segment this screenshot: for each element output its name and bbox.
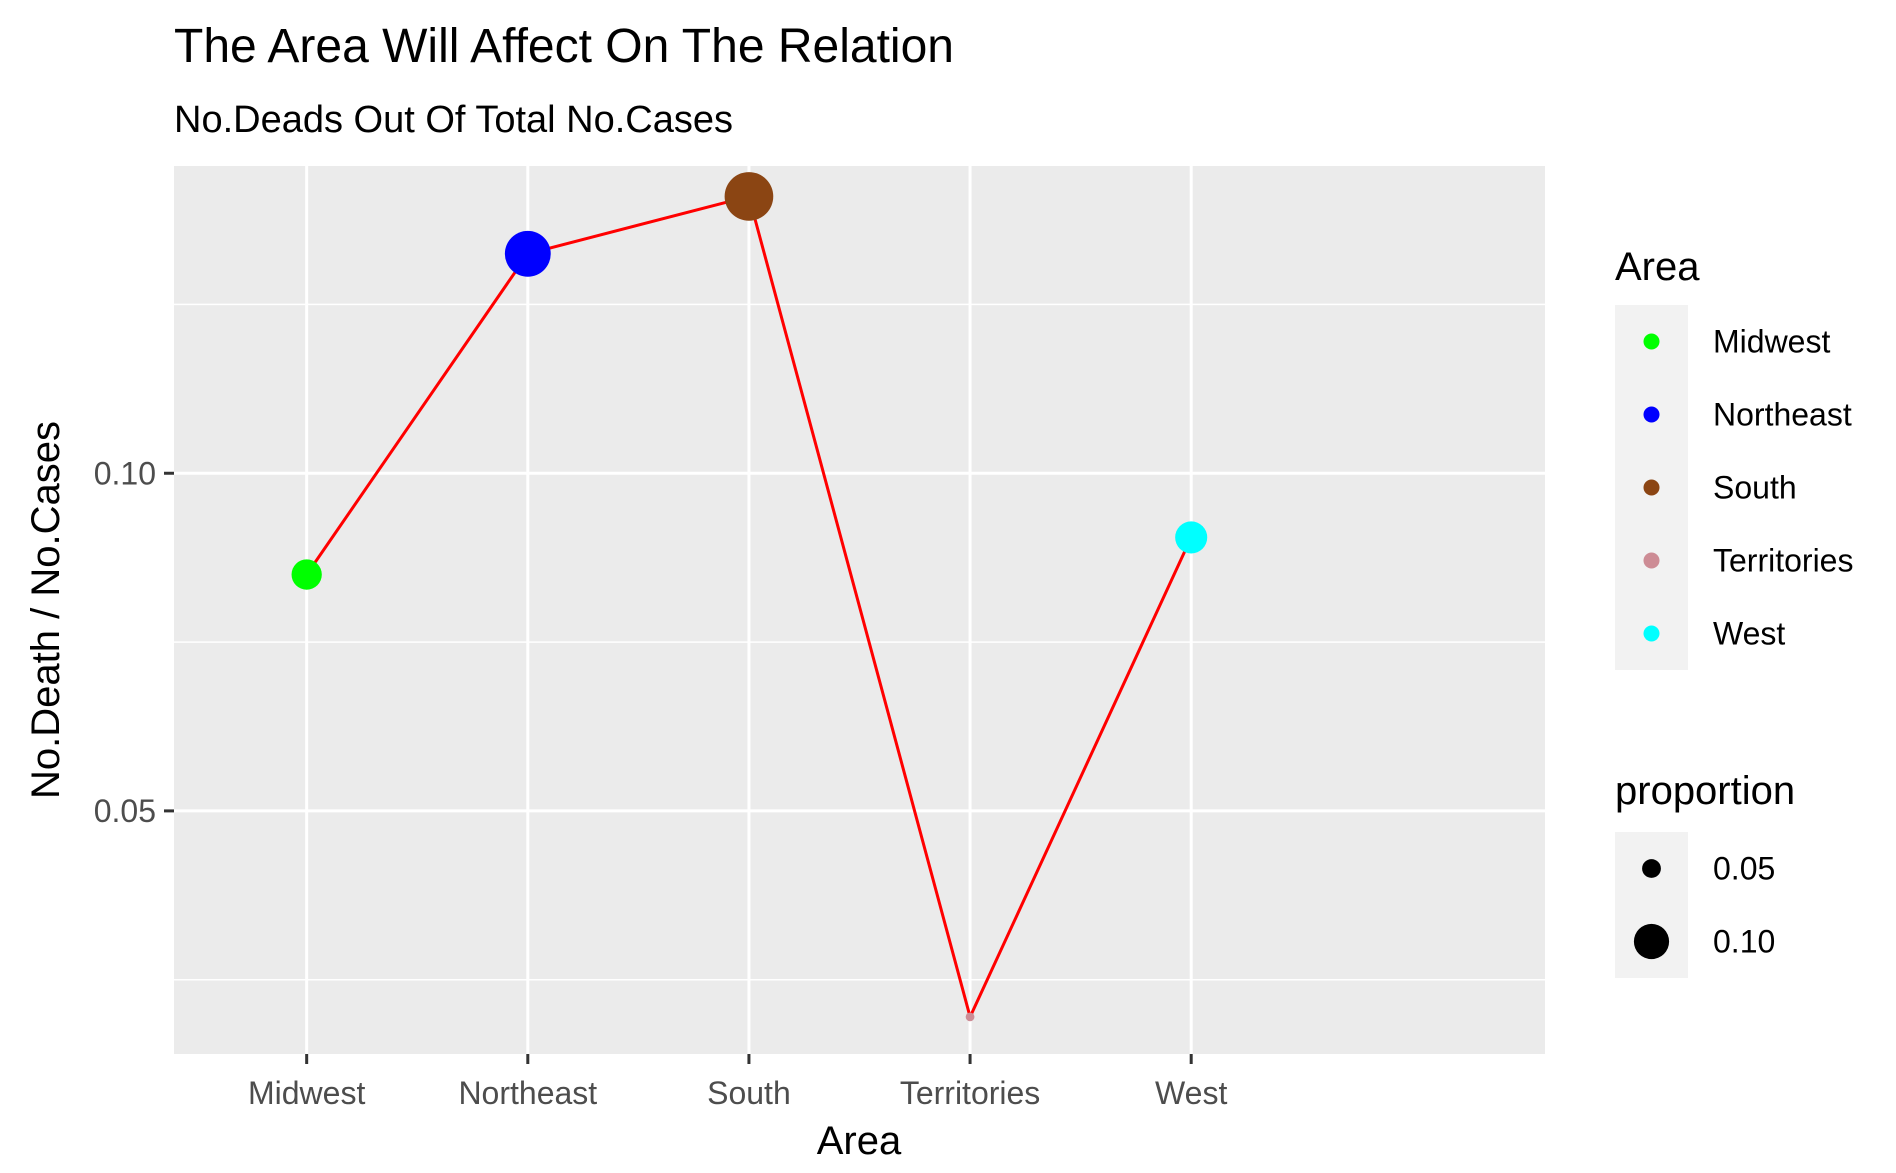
legend-area-key (1643, 479, 1660, 496)
legend-area-key (1643, 552, 1660, 569)
x-axis: Midwest Northeast South Territories West (248, 1054, 1227, 1111)
legend-proportion-key (1642, 859, 1661, 878)
y-axis: 0.05 0.10 (94, 455, 174, 829)
legend-area-label: South (1713, 470, 1797, 506)
legend-area-title: Area (1615, 245, 1700, 289)
legend-area-label: Midwest (1713, 324, 1830, 360)
data-point (1175, 521, 1208, 554)
legend-proportion: proportion 0.05 0.10 (1615, 769, 1795, 978)
data-point (504, 230, 551, 277)
legend-area-key (1643, 625, 1660, 642)
legend-proportion-label: 0.05 (1713, 851, 1775, 887)
legend-proportion-title: proportion (1615, 769, 1795, 813)
x-tick-label: Territories (900, 1075, 1040, 1111)
x-tick-label: Northeast (458, 1075, 597, 1111)
minor-gridlines (174, 303, 1545, 981)
legend-proportion-key (1633, 923, 1670, 960)
x-tick-label: West (1155, 1075, 1227, 1111)
x-tick-label: South (707, 1075, 791, 1111)
y-tick-label: 0.10 (94, 455, 156, 491)
data-point (291, 559, 322, 590)
x-axis-title: Area (817, 1119, 902, 1163)
legend-area-label: Northeast (1713, 397, 1852, 433)
legend-area-key (1643, 333, 1660, 350)
legend-area: Area Midwest Northeast South Territories Wes… (1615, 245, 1853, 670)
data-point (965, 1012, 975, 1022)
data-points (291, 172, 1208, 1022)
legend-proportion-label: 0.10 (1713, 924, 1775, 960)
chart-subtitle: No.Deads Out Of Total No.Cases (174, 99, 733, 141)
major-gridlines (174, 166, 1545, 1054)
chart-title: The Area Will Affect On The Relation (174, 20, 954, 73)
x-tick-label: Midwest (248, 1075, 365, 1111)
legend-area-label: West (1713, 616, 1785, 652)
y-tick-label: 0.05 (94, 793, 156, 829)
data-point (724, 172, 774, 221)
y-axis-title: No.Death / No.Cases (24, 421, 68, 799)
legend-area-key (1643, 406, 1660, 423)
legend-area-label: Territories (1713, 543, 1853, 579)
